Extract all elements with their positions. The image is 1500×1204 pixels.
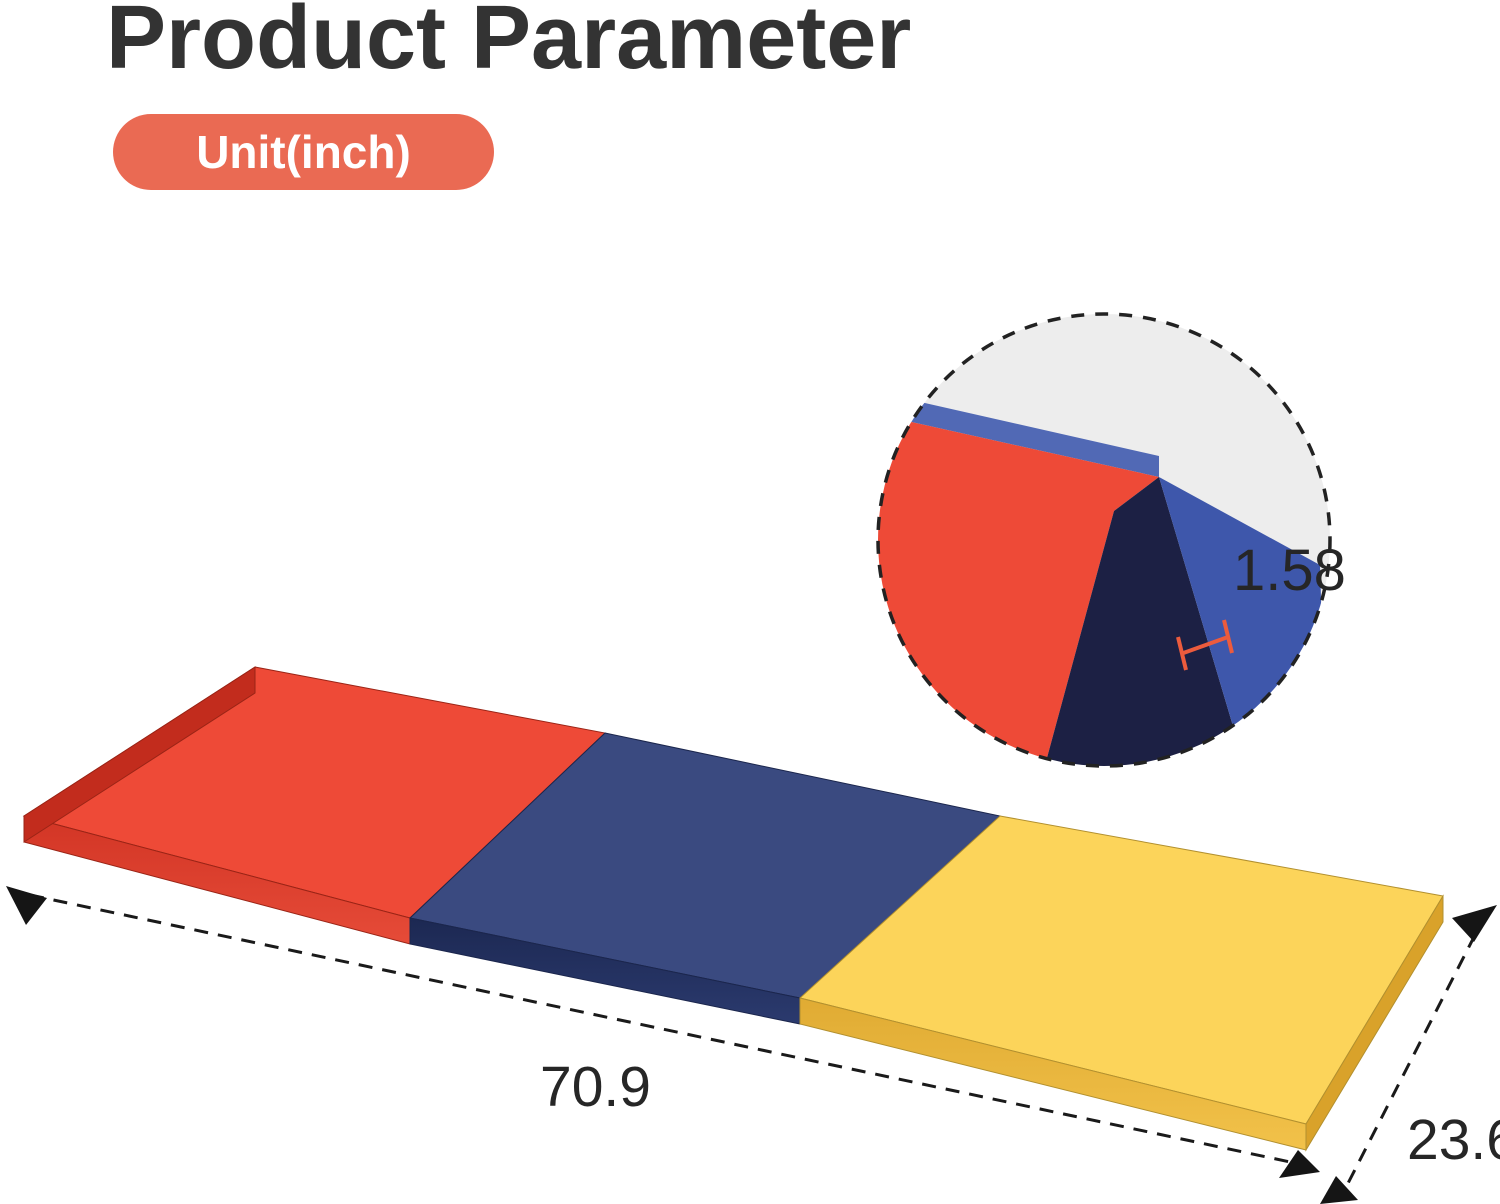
svg-text:23.6: 23.6 <box>1407 1108 1500 1172</box>
svg-text:70.9: 70.9 <box>540 1055 651 1119</box>
svg-text:1.58: 1.58 <box>1233 538 1346 603</box>
